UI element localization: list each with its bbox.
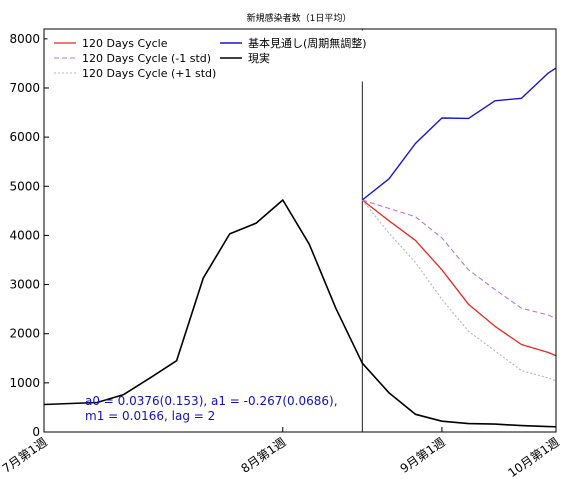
series-lines: [44, 67, 556, 428]
y-tick-label: 2000: [9, 327, 40, 341]
x-tick-label: 9月第1週: [398, 435, 448, 476]
annotation-line: m1 = 0.0166, lag = 2: [85, 409, 215, 423]
annotation-text: a0 = 0.0376(0.153), a1 = -0.267(0.0686),…: [85, 394, 338, 423]
annotation-line: a0 = 0.0376(0.153), a1 = -0.267(0.0686),: [85, 394, 338, 408]
plot-frame: [43, 28, 557, 433]
x-tick-label: 8月第1週: [238, 435, 288, 476]
y-axis: 0 1000 2000 3000 4000 5000 6000 7000 8000: [9, 32, 49, 439]
series-line-0: [361, 199, 556, 357]
chart-title: 新規感染者数（1日平均）: [247, 12, 352, 24]
y-tick-label: 8000: [9, 32, 40, 46]
series-line-3: [361, 67, 556, 201]
legend: 120 Days Cycle 120 Days Cycle (-1 std) 120…: [47, 30, 374, 82]
legend-label: 120 Days Cycle (-1 std): [82, 52, 211, 65]
legend-label: 120 Days Cycle: [82, 37, 168, 50]
legend-box: [47, 30, 374, 82]
y-tick-label: 6000: [9, 130, 40, 144]
y-tick-label: 4000: [9, 228, 40, 242]
legend-label: 基本見通し(周期無調整): [248, 36, 367, 50]
x-tick-label: 7月第1週: [0, 435, 50, 476]
y-tick-label: 7000: [9, 81, 40, 95]
vertical-markers: [361, 29, 363, 432]
y-tick-label: 5000: [9, 179, 40, 193]
series-line-2: [361, 199, 556, 382]
legend-label: 120 Days Cycle (+1 std): [82, 67, 216, 80]
y-tick-label: 3000: [9, 278, 40, 292]
y-tick-label: 0: [32, 425, 40, 439]
series-line-1: [362, 199, 556, 319]
legend-label: 現実: [248, 51, 270, 65]
y-tick-label: 1000: [9, 376, 40, 390]
x-axis: 7月第1週 8月第1週 9月第1週 10月第1週: [0, 427, 561, 479]
series-line-4: [44, 199, 556, 428]
x-tick-label: 10月第1週: [505, 435, 561, 479]
